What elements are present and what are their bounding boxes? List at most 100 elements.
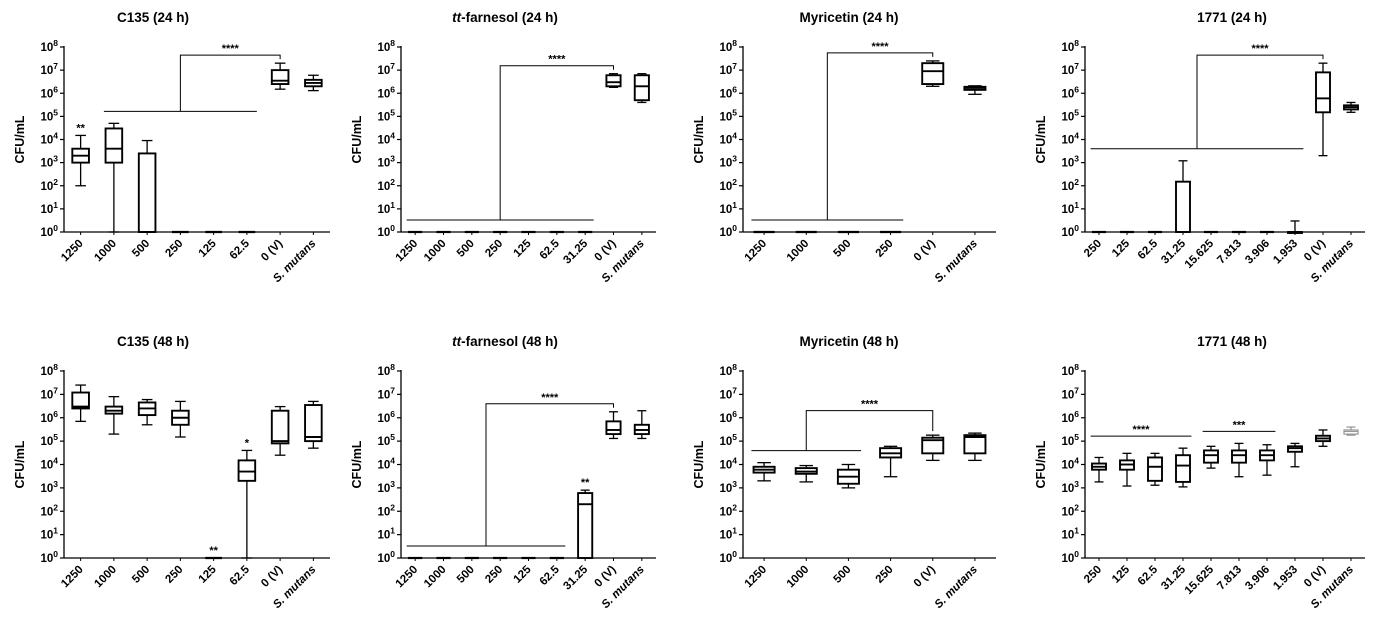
box-iqr bbox=[104, 127, 124, 164]
tick-exponent: 8 bbox=[53, 38, 58, 48]
tick-exponent: 3 bbox=[732, 479, 737, 489]
y-tick-label: 107 bbox=[1061, 385, 1079, 401]
y-tick-label: 103 bbox=[377, 154, 395, 170]
box-iqr bbox=[921, 436, 945, 455]
y-tick-label: 106 bbox=[40, 409, 58, 425]
y-tick-label: 105 bbox=[40, 432, 58, 448]
box-3.906 bbox=[1259, 444, 1275, 476]
x-tick-label: 1000 bbox=[785, 238, 812, 265]
y-axis-label: CFU/mL bbox=[692, 440, 706, 488]
tick-base: 10 bbox=[40, 111, 53, 123]
x-tick-label: 62.5 bbox=[1136, 563, 1161, 588]
x-tick-label: 250 bbox=[483, 564, 505, 586]
panel-6: tt-farnesol (48 h)1001011021031041051061… bbox=[350, 334, 656, 611]
tick-base: 10 bbox=[377, 88, 390, 100]
bracket-connector bbox=[826, 52, 934, 220]
bracket-connector bbox=[1196, 54, 1324, 149]
x-tick-label: 62.5 bbox=[228, 563, 253, 588]
x-tick-label: 1000 bbox=[422, 564, 449, 591]
y-tick-label: 106 bbox=[1061, 409, 1079, 425]
y-tick-label: 106 bbox=[719, 409, 737, 425]
significance-mark: ** bbox=[581, 477, 590, 489]
tick-exponent: 1 bbox=[732, 200, 737, 210]
tick-exponent: 5 bbox=[1074, 432, 1079, 442]
tick-base: 10 bbox=[377, 530, 390, 542]
y-tick-label: 102 bbox=[1061, 177, 1079, 193]
tick-base: 10 bbox=[377, 65, 390, 77]
tick-base: 10 bbox=[40, 42, 53, 54]
tick-exponent: 6 bbox=[53, 84, 58, 94]
y-tick-label: 101 bbox=[719, 526, 737, 542]
y-axis-label: CFU/mL bbox=[13, 115, 27, 163]
tick-base: 10 bbox=[377, 204, 390, 216]
box-62.5 bbox=[1147, 452, 1163, 486]
y-tick-label: 103 bbox=[40, 154, 58, 170]
y-tick-label: 101 bbox=[377, 526, 395, 542]
box-iqr bbox=[963, 434, 987, 455]
tick-exponent: 7 bbox=[1074, 385, 1079, 395]
tick-base: 10 bbox=[377, 413, 390, 425]
y-tick-label: 104 bbox=[719, 456, 737, 472]
y-tick-label: 102 bbox=[719, 177, 737, 193]
box-31.25 bbox=[1175, 160, 1191, 233]
tick-base: 10 bbox=[719, 389, 732, 401]
tick-base: 10 bbox=[40, 436, 53, 448]
y-axis-label: CFU/mL bbox=[1034, 115, 1048, 163]
panel-1: C135 (24 h)100101102103104105106107108CF… bbox=[13, 10, 330, 285]
title-part: Myricetin (48 h) bbox=[799, 334, 898, 349]
tick-base: 10 bbox=[1061, 158, 1074, 170]
y-tick-label: 107 bbox=[1061, 61, 1079, 77]
tick-exponent: 4 bbox=[732, 131, 737, 141]
box-iqr bbox=[633, 74, 650, 102]
tick-base: 10 bbox=[40, 553, 53, 565]
panel-8: 1771 (48 h)100101102103104105106107108CF… bbox=[1034, 334, 1365, 611]
title-part: tt bbox=[452, 10, 461, 25]
panel-3: Myricetin (24 h)100101102103104105106107… bbox=[692, 10, 996, 285]
x-tick-label: 125 bbox=[1110, 563, 1132, 585]
y-tick-label: 102 bbox=[40, 177, 58, 193]
box-1000 bbox=[104, 122, 124, 233]
tick-exponent: 1 bbox=[390, 526, 395, 536]
bracket-label: *** bbox=[1233, 419, 1247, 431]
x-tick-label: 250 bbox=[1082, 564, 1104, 586]
tick-exponent: 8 bbox=[390, 362, 395, 372]
box-0 (V) bbox=[921, 60, 945, 87]
box-31.25 bbox=[577, 489, 594, 559]
x-tick-label: 125 bbox=[512, 563, 534, 585]
tick-exponent: 0 bbox=[53, 549, 58, 559]
box-0 (V) bbox=[1315, 429, 1331, 447]
tick-exponent: 0 bbox=[390, 223, 395, 233]
x-tick-label: S. mutans bbox=[933, 564, 980, 611]
y-tick-label: 100 bbox=[377, 223, 395, 239]
tick-base: 10 bbox=[1061, 460, 1074, 472]
tick-exponent: 5 bbox=[53, 432, 58, 442]
tick-exponent: 8 bbox=[1074, 362, 1079, 372]
box-iqr bbox=[1175, 454, 1191, 483]
box-S. mutans bbox=[963, 432, 987, 462]
tick-exponent: 0 bbox=[732, 549, 737, 559]
tick-base: 10 bbox=[1061, 181, 1074, 193]
box-iqr bbox=[137, 152, 157, 233]
tick-base: 10 bbox=[719, 227, 732, 239]
title-part: C135 (24 h) bbox=[117, 10, 189, 25]
tick-exponent: 5 bbox=[390, 107, 395, 117]
y-tick-label: 107 bbox=[719, 61, 737, 77]
box-iqr bbox=[577, 492, 594, 559]
x-tick-label: 62.5 bbox=[538, 563, 563, 588]
x-tick-label: 125 bbox=[1110, 237, 1132, 259]
tick-exponent: 1 bbox=[390, 200, 395, 210]
tick-base: 10 bbox=[1061, 42, 1074, 54]
box-iqr bbox=[71, 391, 90, 410]
tick-exponent: 6 bbox=[1074, 84, 1079, 94]
y-tick-label: 104 bbox=[1061, 131, 1079, 147]
tick-exponent: 1 bbox=[1074, 526, 1079, 536]
tick-base: 10 bbox=[377, 181, 390, 193]
tick-base: 10 bbox=[1061, 413, 1074, 425]
tick-exponent: 3 bbox=[1074, 479, 1079, 489]
tick-base: 10 bbox=[1061, 135, 1074, 147]
tick-base: 10 bbox=[719, 483, 732, 495]
box-15.625 bbox=[1203, 445, 1219, 469]
x-tick-label: 500 bbox=[130, 564, 152, 586]
bracket-connector bbox=[499, 65, 614, 220]
y-tick-label: 104 bbox=[719, 131, 737, 147]
